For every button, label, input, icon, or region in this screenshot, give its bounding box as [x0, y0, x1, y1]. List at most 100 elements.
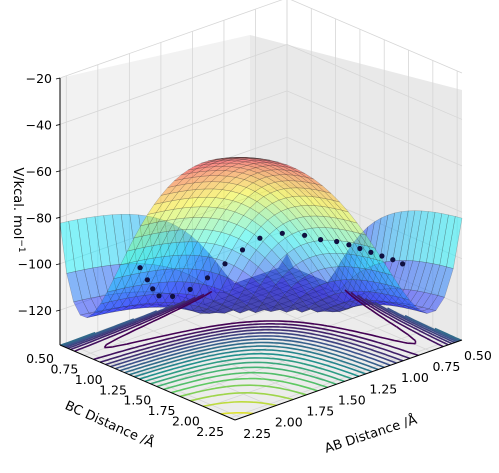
surface-cell: [293, 245, 310, 262]
surface-cell: [85, 216, 102, 269]
surface-cell: [276, 291, 294, 298]
surface-cell: [220, 277, 237, 295]
surface-cell: [370, 261, 387, 292]
surface-cell: [96, 309, 115, 314]
surface-cell: [193, 175, 210, 184]
surface-cell: [154, 293, 171, 304]
surface-cell: [393, 286, 411, 301]
surface-cell: [327, 206, 345, 220]
surface-cell: [225, 303, 243, 311]
surface-cell: [157, 255, 174, 271]
surface-cell: [212, 181, 230, 190]
surface-cell: [146, 202, 164, 215]
surface-cell: [209, 258, 226, 275]
surface-cell: [153, 193, 171, 205]
surface-cell: [301, 308, 318, 313]
surface-cell: [388, 288, 405, 303]
trajectory-point: [137, 265, 143, 271]
surface-cell: [210, 175, 228, 183]
surface-cell: [177, 182, 195, 193]
surface-cell: [179, 270, 197, 303]
surface-cell: [293, 285, 311, 292]
surface-cell: [246, 294, 263, 314]
surface-cell: [331, 227, 349, 243]
surface-cell: [377, 300, 394, 307]
surface-cell: [240, 243, 257, 261]
surface-cell: [380, 282, 397, 297]
surface-cell: [265, 160, 281, 165]
surface-cell: [313, 284, 330, 300]
trajectory-point: [239, 247, 246, 253]
contour-line: [139, 352, 360, 380]
surface-cell: [190, 234, 207, 286]
surface-cell: [208, 197, 225, 208]
surface-cell: [170, 229, 187, 244]
surface-cell: [388, 294, 406, 306]
surface-cell: [92, 266, 109, 297]
surface-cell: [426, 212, 443, 264]
surface-cell: [194, 217, 212, 230]
surface-cell: [243, 297, 261, 305]
surface-cell: [314, 293, 331, 301]
surface-cell: [399, 210, 416, 261]
surface-cell: [238, 157, 255, 159]
surface-cell: [183, 206, 201, 219]
surface-cell: [351, 231, 369, 247]
surface-cell: [119, 296, 136, 308]
surface-cell: [247, 191, 265, 202]
surface-cell: [291, 230, 308, 246]
surface-cell: [278, 285, 296, 292]
trajectory-point: [150, 286, 156, 292]
surface-cell: [181, 228, 199, 280]
surface-cell: [334, 299, 351, 310]
surface-cell: [266, 266, 283, 285]
surface-cell: [278, 197, 296, 209]
surface-cell: [248, 306, 266, 313]
surface-cell: [321, 295, 339, 308]
trajectory-point: [379, 253, 385, 259]
surface-cell: [204, 286, 221, 301]
ab-axis-label: AB Distance /Å: [323, 412, 420, 457]
surface-cell: [168, 217, 185, 232]
surface-cell: [250, 300, 268, 308]
surface-cell: [285, 288, 302, 295]
surface-cell: [356, 265, 373, 297]
surface-cell: [244, 160, 261, 164]
surface-cell: [166, 178, 184, 188]
bc-axis-line: [59, 344, 236, 421]
surface-cell: [261, 183, 278, 194]
surface-cell: [305, 297, 323, 304]
surface-cell: [159, 268, 176, 283]
surface-cell: [287, 206, 304, 219]
surface-cell: [325, 198, 343, 211]
surface-cell: [376, 260, 394, 291]
surface-cell: [142, 291, 160, 306]
z-tick-mark: [55, 124, 61, 126]
surface-cell: [206, 166, 224, 172]
z-tick-label: −100: [18, 257, 52, 272]
surface-cell: [223, 166, 242, 172]
surface-cell: [267, 181, 285, 191]
surface-cell: [208, 170, 226, 176]
trajectory-point: [204, 275, 211, 281]
surface-cell: [212, 298, 230, 305]
surface-cell: [307, 182, 325, 192]
trajectory-point: [318, 237, 324, 243]
surface-cell: [201, 159, 217, 164]
surface-cell: [162, 265, 179, 296]
surface-cell: [209, 310, 225, 314]
surface-cell: [296, 187, 314, 197]
surface-cell: [223, 289, 240, 296]
surface-cell: [239, 305, 256, 314]
ab-tick-labels: 2.25 2.001.75 1.501.25 1.000.75 0.50: [243, 348, 492, 441]
surface-cell: [216, 246, 233, 263]
surface-cell: [282, 166, 299, 173]
trajectory-point: [222, 261, 228, 267]
surface-cell: [237, 287, 254, 306]
surface-cell: [245, 291, 263, 299]
surface-cell: [277, 253, 295, 272]
surface-cell: [301, 181, 319, 191]
surface-cell: [129, 214, 146, 265]
surface-cell: [176, 268, 193, 283]
surface-cell: [343, 300, 361, 308]
